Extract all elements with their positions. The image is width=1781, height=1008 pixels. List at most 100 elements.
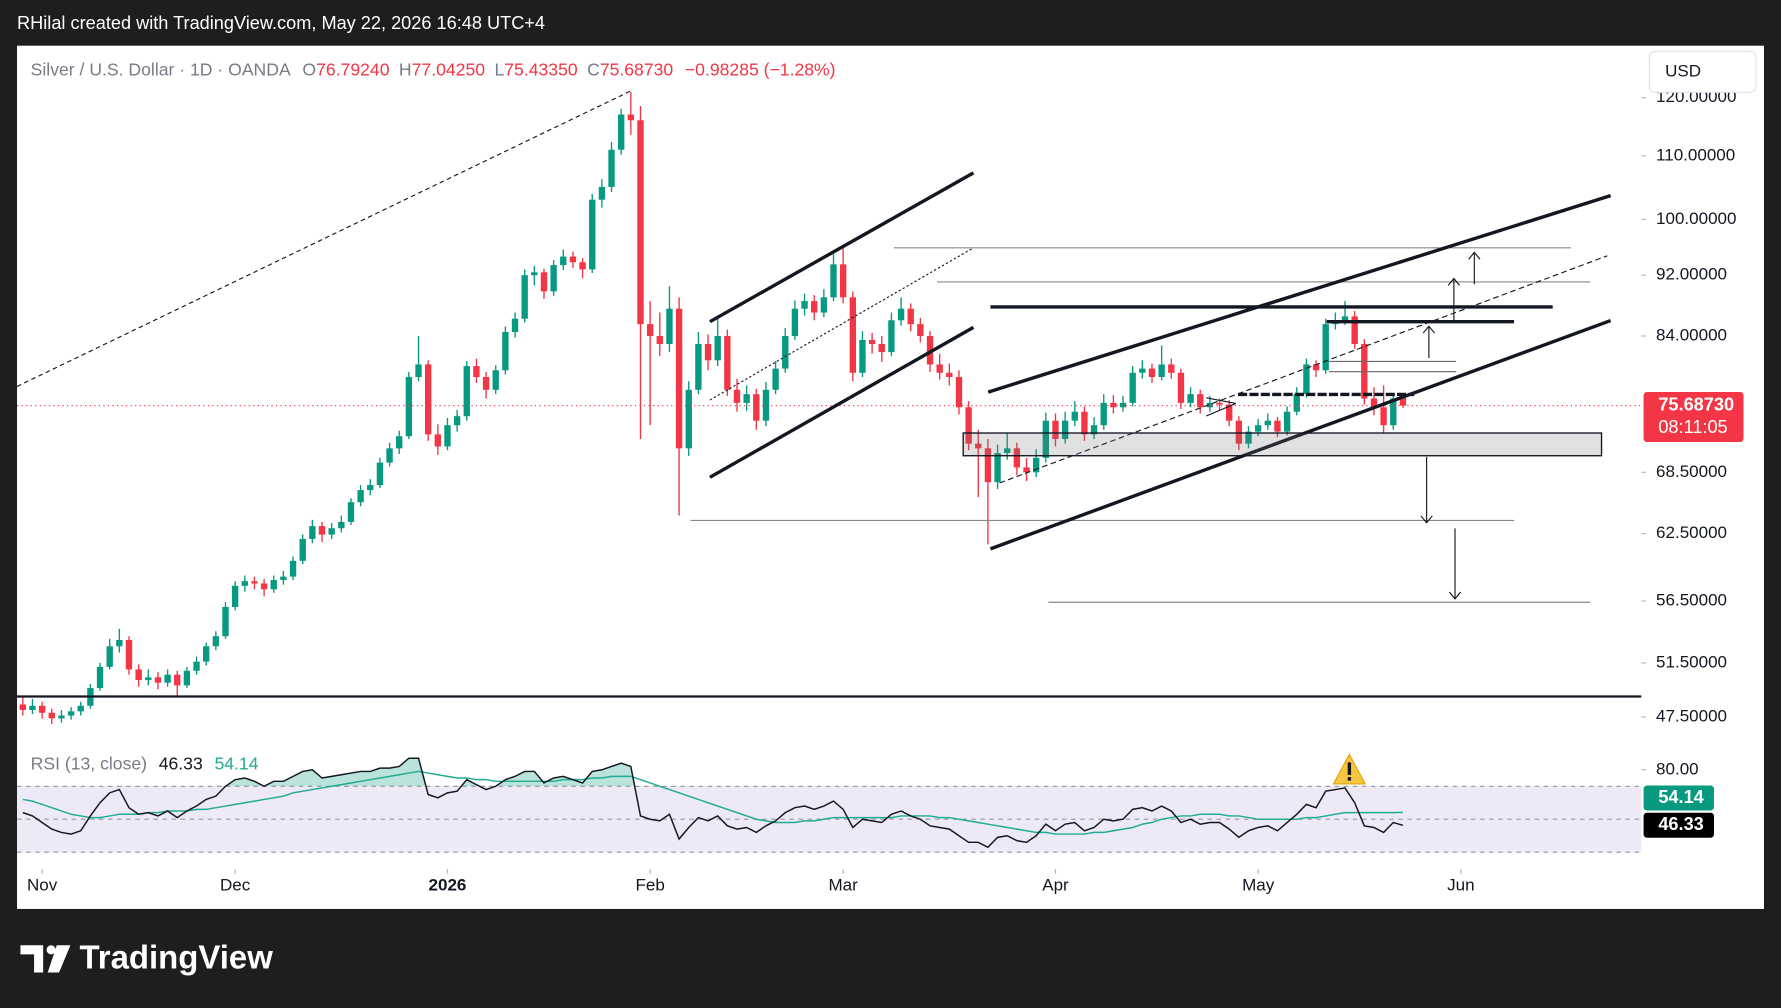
candle-body: [1148, 368, 1156, 377]
candle-body: [656, 335, 663, 344]
x-tick-label: Jun: [1447, 876, 1474, 895]
candle-body: [396, 436, 403, 449]
candle-body: [38, 705, 46, 713]
candle-body: [531, 272, 538, 276]
candle-body: [888, 320, 895, 353]
x-tick-label: 2026: [429, 876, 467, 895]
legend-value: 75.68730: [600, 59, 674, 79]
candle-body: [637, 120, 644, 325]
candle-body: [714, 335, 721, 361]
legend-value: 76.79240: [316, 59, 390, 79]
candle-body: [569, 256, 577, 263]
candle-body: [1322, 324, 1329, 371]
candle-body: [241, 581, 248, 586]
legend: Silver / U.S. Dollar · 1D · OANDA O76.79…: [31, 59, 836, 79]
candle-body: [1177, 372, 1185, 403]
brand-logo: [20, 945, 71, 973]
candle-body: [463, 366, 470, 417]
candle-body: [1351, 316, 1358, 344]
candle-body: [1090, 425, 1098, 435]
candle-body: [434, 434, 441, 447]
price-pane: [17, 92, 1642, 725]
rsi-tick-label: 80.00: [1656, 759, 1699, 778]
candle-body: [1004, 448, 1011, 454]
x-tick-label: Nov: [27, 876, 58, 895]
candle-body: [270, 580, 277, 590]
warning-mark: [1347, 777, 1352, 781]
candle-body: [791, 308, 799, 336]
candle-body: [1052, 420, 1059, 439]
candle-body: [280, 576, 287, 581]
candle-body: [1303, 364, 1310, 395]
candle-body: [1032, 457, 1040, 473]
candle-body: [492, 370, 499, 390]
legend-value: 75.43350: [504, 59, 578, 79]
candle-body: [811, 301, 818, 313]
rsi-ma-box: [1643, 785, 1714, 811]
candle-body: [560, 256, 567, 266]
warning-mark: [1347, 762, 1352, 775]
candle-body: [502, 332, 509, 371]
candle-body: [646, 324, 654, 336]
candle-body: [695, 343, 702, 390]
candle-body: [550, 265, 557, 292]
candle-body: [1283, 411, 1291, 432]
candle-body: [897, 308, 905, 321]
candle-body: [1119, 402, 1127, 408]
rsi-title: RSI (13, close): [31, 753, 147, 773]
candle-body: [29, 705, 36, 710]
logo-shape: [47, 945, 71, 973]
candle-body: [444, 425, 451, 447]
candle-body: [203, 646, 210, 662]
candle-body: [820, 297, 828, 313]
change: −0.98285 (−1.28%): [685, 59, 836, 79]
y-tick-label: 47.50000: [1656, 706, 1727, 725]
candle-body: [753, 394, 760, 421]
candle-body: [183, 670, 191, 686]
candle-body: [1206, 402, 1214, 408]
candle-body: [318, 526, 326, 535]
candle-body: [540, 272, 548, 292]
y-tick-label: 100.00000: [1656, 209, 1736, 228]
rsi-ma-line: [22, 770, 1403, 835]
brand: TradingView: [80, 939, 274, 976]
candle-body: [212, 636, 220, 647]
legend-key: C: [587, 59, 600, 79]
channel-mid: [709, 247, 974, 401]
candle-body: [743, 394, 750, 403]
legend-key: L: [494, 59, 504, 79]
candle-body: [1274, 420, 1281, 432]
candle-body: [579, 262, 586, 270]
rsi-background: [17, 785, 1642, 853]
candle-body: [1264, 420, 1271, 426]
candle-body: [231, 585, 239, 607]
candle-body: [859, 339, 866, 373]
arrow: [1420, 456, 1433, 524]
candle-body: [116, 639, 123, 647]
rsi-label: 46.33: [1658, 814, 1703, 834]
currency[interactable]: USD: [1665, 61, 1701, 80]
candle-body: [328, 528, 335, 535]
channel-line: [709, 171, 975, 324]
candle-body: [1187, 394, 1194, 403]
currency-button[interactable]: [1648, 50, 1757, 93]
candle-body: [222, 606, 229, 637]
candle-body: [1254, 425, 1262, 432]
x-tick-label: Apr: [1042, 876, 1069, 895]
countdown: 08:11:05: [1658, 417, 1727, 437]
candle-body: [936, 364, 943, 373]
candle-body: [96, 666, 104, 689]
candle-body: [1370, 398, 1378, 408]
candle-body: [58, 715, 65, 719]
candle-body: [19, 704, 27, 710]
candle-body: [868, 339, 876, 344]
candle-body: [1071, 411, 1078, 421]
last-price-label: 75.68730: [1658, 394, 1734, 414]
arrow: [1447, 277, 1460, 322]
candle-body: [946, 372, 953, 377]
channel-mid: [999, 255, 1608, 484]
rsi-ma-label: 54.14: [1658, 787, 1703, 807]
candle-body: [704, 343, 712, 361]
